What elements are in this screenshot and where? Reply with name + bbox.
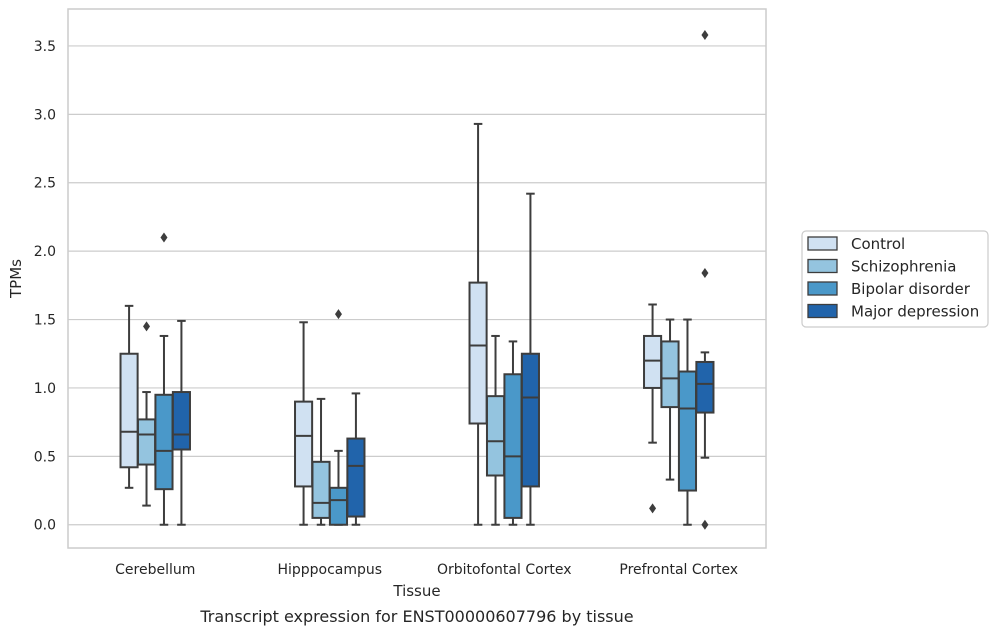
y-tick-label: 2.5 [34, 176, 56, 192]
outlier-point [160, 232, 168, 243]
box-body [520, 352, 540, 488]
box-3-0 [643, 303, 663, 514]
box-body [677, 370, 698, 492]
legend-entry-label: Bipolar disorder [851, 280, 971, 298]
x-tick-label: Hipppocampus [277, 562, 382, 578]
box-2-3 [520, 192, 540, 526]
box-body [643, 334, 663, 389]
y-tick-label: 1.0 [34, 381, 56, 397]
box-body [294, 400, 314, 488]
box-body [154, 393, 174, 491]
box-3-3 [695, 29, 715, 530]
outlier-point [143, 321, 151, 332]
box-2-2 [503, 340, 523, 526]
y-tick-label: 0.5 [34, 449, 56, 465]
gridlines [68, 45, 766, 526]
box-body [660, 340, 680, 409]
box-3-1 [660, 318, 680, 481]
legend-entry-label: Schizophrenia [851, 258, 956, 276]
outlier-point [649, 503, 657, 514]
outlier-point [334, 309, 342, 320]
box-body [468, 281, 488, 425]
box-body [485, 395, 506, 477]
outlier-point [701, 29, 709, 40]
box-body [328, 486, 349, 526]
chart-caption: Transcript expression for ENST0000060779… [199, 607, 633, 626]
box-0-0 [119, 304, 139, 489]
box-1-0 [294, 321, 314, 526]
y-tick-label: 1.5 [34, 313, 56, 329]
box-1-2 [328, 309, 349, 526]
legend-swatch [807, 236, 838, 251]
y-tick-labels: 0.0 0.5 1.0 1.5 2.0 2.5 3.0 3.5 [34, 39, 56, 534]
outlier-point [701, 268, 709, 279]
plot-area-frame [67, 8, 767, 549]
y-tick-label: 0.0 [34, 518, 56, 534]
box-2-0 [468, 122, 488, 526]
x-tick-labels: Cerebellum Hipppocampus Orbitofontal Corte… [115, 562, 738, 578]
y-tick-label: 3.0 [34, 107, 56, 123]
legend-entry-label: Major depression [851, 303, 979, 321]
legend: Control Schizophrenia Bipolar disorder Majo… [801, 230, 989, 328]
box-0-1 [136, 321, 157, 507]
outlier-point [701, 519, 709, 530]
box-2-1 [485, 334, 506, 526]
x-tick-label: Prefrontal Cortex [619, 562, 738, 578]
box-3-2 [677, 318, 698, 526]
box-body [695, 360, 715, 414]
legend-swatch [807, 281, 838, 296]
box-body [311, 460, 331, 519]
x-axis-label: Tissue [392, 582, 440, 600]
box-body [171, 391, 191, 451]
boxes-layer [119, 29, 715, 530]
x-tick-label: Cerebellum [115, 562, 195, 578]
legend-swatch [807, 303, 838, 319]
box-0-3 [171, 319, 191, 526]
legend-entry-label: Control [851, 235, 905, 253]
box-body [119, 352, 139, 469]
y-tick-label: 2.0 [34, 244, 56, 260]
legend-swatch [807, 258, 838, 274]
legend-frame [801, 230, 989, 328]
y-tick-label: 3.5 [34, 39, 56, 55]
box-0-2 [154, 232, 174, 526]
y-axis-label: TPMs [7, 259, 25, 299]
box-body [136, 418, 157, 466]
box-1-1 [311, 397, 331, 526]
box-body [346, 437, 366, 518]
box-body [503, 373, 523, 519]
box-1-3 [346, 392, 366, 526]
x-tick-label: Orbitofontal Cortex [437, 562, 572, 578]
